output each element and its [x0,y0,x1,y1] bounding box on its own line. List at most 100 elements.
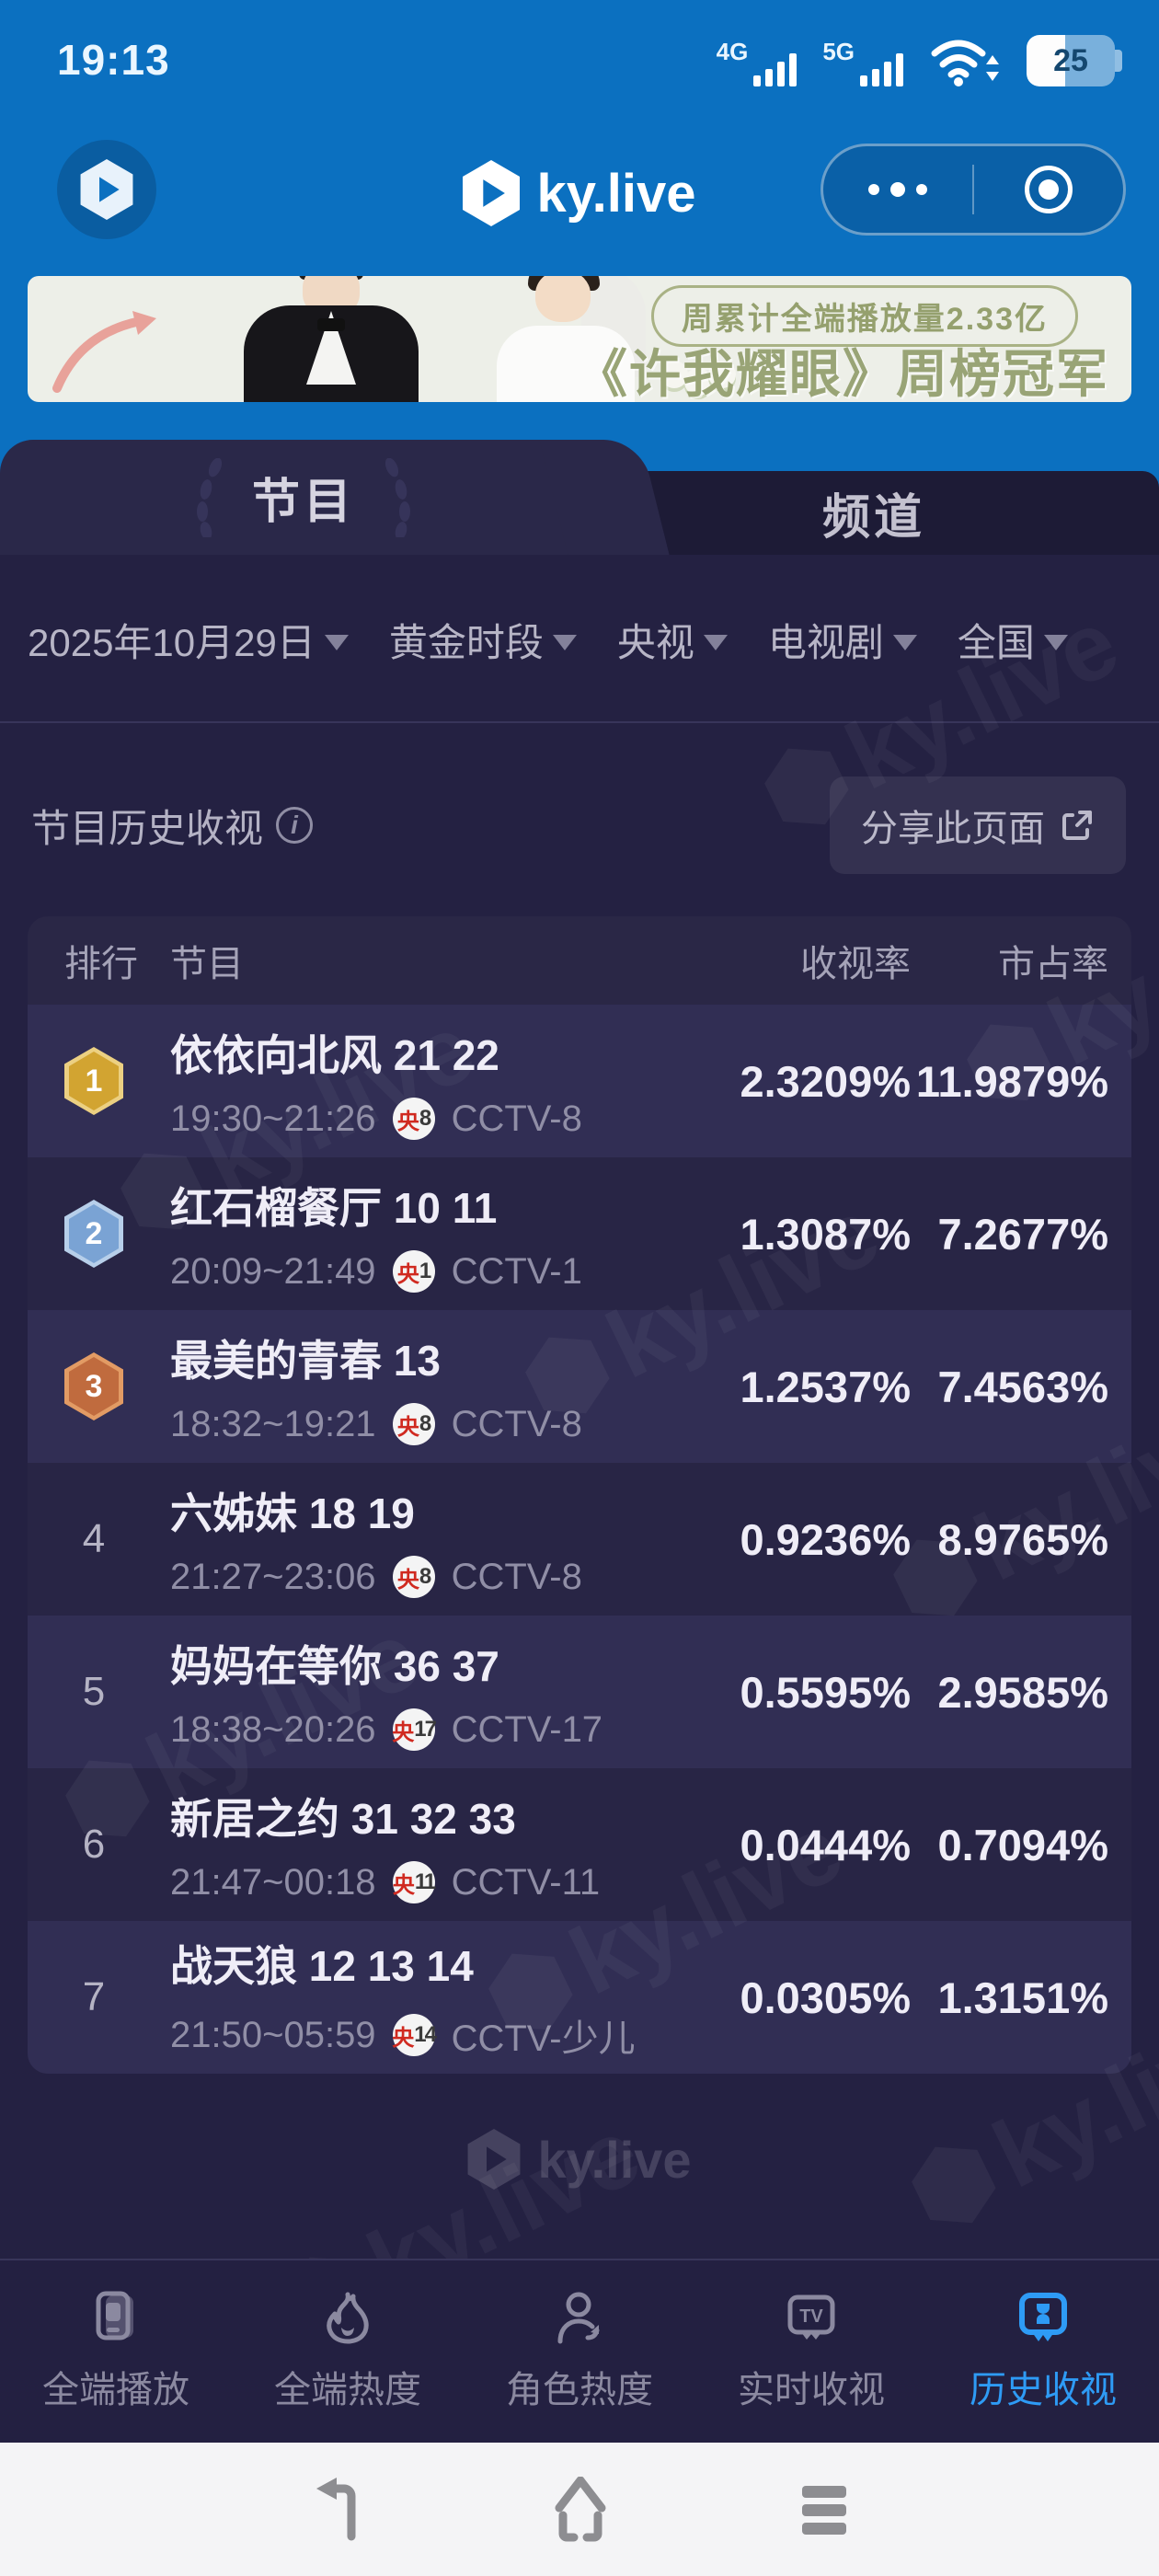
kylive-logo-icon [467,2129,521,2190]
channel-badge-icon: 央 14 [392,2014,437,2056]
rank-number: 6 [82,1822,106,1867]
rank-number: 7 [82,1974,106,2019]
nav-item-all-platform-play[interactable]: 全端播放 [0,2290,232,2413]
channel-name: CCTV-8 [451,1098,582,1139]
chevron-down-icon [892,635,917,650]
nav-item-all-platform-heat[interactable]: 全端热度 [232,2290,464,2413]
banner-groom-photo [225,276,437,402]
rating-value: 0.0305% [740,1972,911,2022]
rating-value: 1.3087% [740,1209,911,1259]
table-row[interactable]: 6 新居之约 31 32 33 21:47~00:18 央 11 CCTV-11 … [28,1768,1131,1921]
svg-text:TV: TV [799,2306,823,2327]
app-header: ky.live [0,110,1159,276]
broadcast-time: 19:30~21:26 [170,1098,376,1139]
ellipsis-icon [868,182,927,197]
bottom-nav: 全端播放 全端热度 角色热度 TV 实时收视 [0,2259,1159,2443]
share-value: 7.4563% [937,1362,1108,1411]
broadcast-time: 21:47~00:18 [170,1861,376,1903]
person-icon [557,2292,600,2344]
banner-arrow-decoration [52,311,156,393]
network-filter[interactable]: 央视 [617,612,728,668]
table-row[interactable]: 5 妈妈在等你 36 37 18:38~20:26 央 17 CCTV-17 0.… [28,1616,1131,1768]
share-page-button[interactable]: 分享此页面 [830,776,1126,874]
page-title: ky.live [0,110,1159,276]
laurel-left-icon [196,457,223,537]
footer-logo: ky.live [0,2129,1159,2190]
rank-number: 4 [82,1516,106,1561]
broadcast-time: 21:27~23:06 [170,1556,376,1597]
channel-badge-icon: 央 17 [392,1708,437,1751]
divider [0,721,1159,723]
program-title: 六姊妹 18 19 [170,1489,415,1537]
share-value: 0.7094% [937,1820,1108,1869]
col-share: 市占率 [998,944,1108,984]
table-header-row: 排行 节目 收视率 市占率 [28,916,1131,1005]
back-logo-button[interactable] [57,140,156,239]
status-bar: 19:13 4G 5G [0,0,1159,110]
kylive-logo-icon [463,160,521,226]
device-play-icon [96,2291,133,2340]
android-home-button[interactable] [552,2476,609,2543]
ratings-table: 排行 节目 收视率 市占率 1 依依向北风 21 22 19:30~21:26 … [28,916,1131,2074]
broadcast-time: 20:09~21:49 [170,1250,376,1292]
channel-badge-icon: 央 11 [392,1861,436,1903]
nav-item-history-ratings[interactable]: 历史收视 [927,2290,1159,2413]
exit-target-icon [1025,166,1073,213]
kylive-logo-icon [80,159,133,220]
laurel-right-icon [384,457,410,537]
channel-name: CCTV-8 [451,1403,582,1444]
promo-banner[interactable]: 周累计全端播放量2.33亿 《许我耀眼》周榜冠军 [28,276,1131,402]
rating-value: 0.0444% [740,1820,911,1869]
chevron-down-icon [1043,635,1068,650]
banner-stat-badge: 周累计全端播放量2.33亿 [650,285,1078,347]
android-back-button[interactable] [309,2477,362,2542]
program-title: 依依向北风 21 22 [170,1031,499,1079]
region-filter[interactable]: 全国 [958,612,1068,668]
chevron-down-icon [324,635,349,650]
program-title: 红石榴餐厅 10 11 [170,1184,498,1232]
tab-strip: 频道 节目 [0,440,1159,555]
tab-programs[interactable]: 节目 [0,440,607,555]
channel-name: CCTV-17 [451,1708,603,1750]
close-miniprogram-button[interactable] [974,166,1123,213]
col-program: 节目 [170,944,244,984]
rank-number: 5 [82,1669,106,1714]
external-link-icon [1062,811,1092,840]
signal-4g-icon: 4G [717,38,798,86]
banner-bride-photo [460,276,671,402]
banner-title: 《许我耀眼》周榜冠军 [576,345,1109,402]
more-menu-button[interactable] [823,182,972,197]
top-blue-area: 19:13 4G 5G [0,0,1159,555]
genre-filter[interactable]: 电视剧 [768,612,917,668]
broadcast-time: 18:38~20:26 [170,1708,376,1750]
android-menu-button[interactable] [798,2480,850,2539]
tv-icon: TV [787,2294,835,2340]
channel-name: CCTV-8 [451,1556,582,1597]
col-rank: 排行 [64,944,138,984]
share-value: 11.9879% [915,1056,1108,1106]
program-title: 新居之约 31 32 33 [170,1795,516,1843]
share-value: 7.2677% [937,1209,1108,1259]
filter-bar: 2025年10月29日 黄金时段 央视 电视剧 全国 [0,555,1159,668]
rating-value: 0.9236% [740,1514,911,1564]
history-tv-icon [1019,2293,1067,2341]
date-filter[interactable]: 2025年10月29日 [28,612,349,668]
tab-channels[interactable]: 频道 [589,471,1159,555]
broadcast-time: 18:32~19:21 [170,1403,376,1444]
info-icon[interactable]: i [276,807,314,844]
nav-item-live-ratings[interactable]: TV 实时收视 [695,2290,927,2413]
timeslot-filter[interactable]: 黄金时段 [389,612,577,668]
section-title: 节目历史收视 [31,806,264,850]
nav-item-character-heat[interactable]: 角色热度 [464,2290,695,2413]
table-row[interactable]: 7 战天狼 12 13 14 21:50~05:59 央 14 CCTV-少儿 0… [28,1921,1131,2074]
program-title: 战天狼 12 13 14 [170,1942,474,1990]
